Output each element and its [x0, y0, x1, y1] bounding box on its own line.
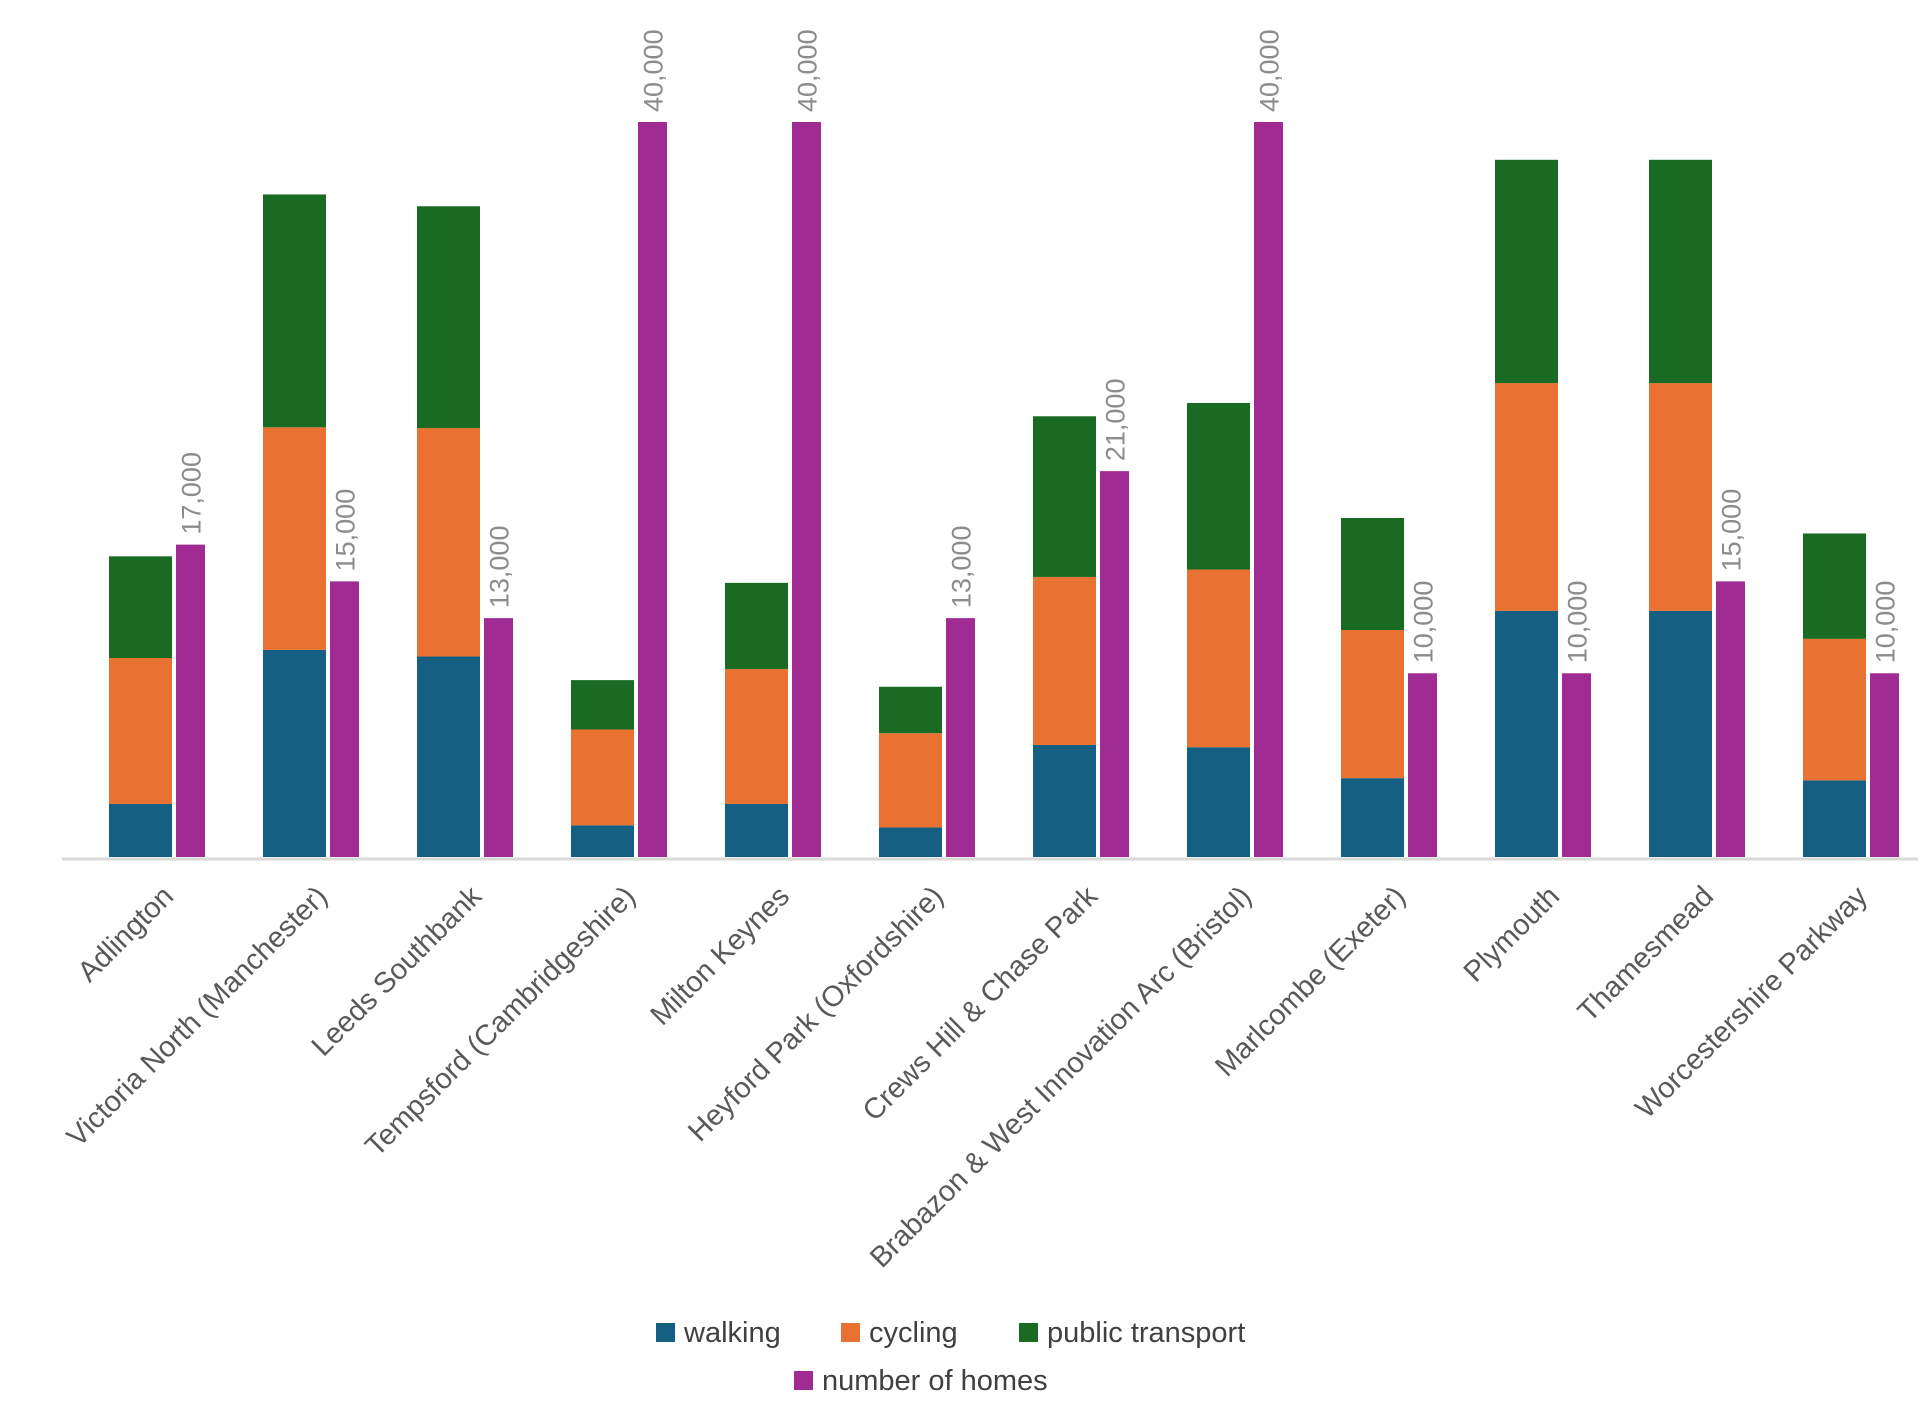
bar-walking-adlington: [109, 803, 172, 857]
bar-number-of-homes-leeds-southbank: [484, 618, 513, 857]
bar-number-of-homes-brabazon-west-innovation-arc-bristol: [1254, 122, 1283, 857]
bar-walking-plymouth: [1495, 610, 1558, 857]
bar-walking-tempsford-cambridgeshire: [571, 825, 634, 857]
legend-swatch-number-of-homes: [794, 1371, 813, 1390]
data-label-homes-brabazon-west-innovation-arc-bristol: 40,000: [1255, 29, 1285, 112]
legend-swatch-cycling: [841, 1323, 860, 1342]
legend-item-cycling: cycling: [841, 1317, 958, 1349]
bar-public-transport-thamesmead: [1649, 159, 1712, 384]
legend-swatch-public-transport: [1019, 1323, 1038, 1342]
legend-label-number-of-homes: number of homes: [822, 1365, 1048, 1397]
legend-item-walking: walking: [656, 1317, 781, 1349]
bar-cycling-marlcombe-exeter: [1341, 630, 1404, 779]
bar-number-of-homes-heyford-park-oxfordshire: [946, 618, 975, 857]
bar-walking-victoria-north-manchester: [263, 649, 326, 857]
data-label-homes-marlcombe-exeter: 10,000: [1409, 581, 1439, 664]
bar-walking-thamesmead: [1649, 610, 1712, 857]
data-label-homes-leeds-southbank: 13,000: [485, 526, 515, 609]
bar-public-transport-milton-keynes: [725, 582, 788, 670]
legend-item-public-transport: public transport: [1019, 1317, 1245, 1349]
bar-public-transport-plymouth: [1495, 159, 1558, 384]
bar-cycling-plymouth: [1495, 383, 1558, 611]
bar-public-transport-crews-hill-chase-park: [1033, 416, 1096, 577]
bar-cycling-milton-keynes: [725, 669, 788, 804]
bar-walking-crews-hill-chase-park: [1033, 744, 1096, 857]
data-label-homes-thamesmead: 15,000: [1717, 489, 1747, 572]
data-label-homes-adlington: 17,000: [177, 452, 207, 535]
x-tick-label-heyford-park-oxfordshire: Heyford Park (Oxfordshire): [682, 880, 950, 1148]
data-label-homes-tempsford-cambridgeshire: 40,000: [639, 29, 669, 112]
data-label-homes-worcestershire-parkway: 10,000: [1871, 581, 1901, 664]
bar-cycling-crews-hill-chase-park: [1033, 576, 1096, 745]
bar-walking-milton-keynes: [725, 803, 788, 857]
data-label-homes-heyford-park-oxfordshire: 13,000: [947, 526, 977, 609]
bar-walking-worcestershire-parkway: [1803, 780, 1866, 857]
x-tick-label-thamesmead: Thamesmead: [1572, 880, 1720, 1028]
bar-public-transport-brabazon-west-innovation-arc-bristol: [1187, 403, 1250, 570]
bar-number-of-homes-victoria-north-manchester: [330, 581, 359, 857]
bar-cycling-worcestershire-parkway: [1803, 638, 1866, 781]
bar-number-of-homes-thamesmead: [1716, 581, 1745, 857]
bar-public-transport-tempsford-cambridgeshire: [571, 680, 634, 730]
bar-public-transport-leeds-southbank: [417, 206, 480, 429]
data-label-homes-plymouth: 10,000: [1563, 581, 1593, 664]
bar-walking-brabazon-west-innovation-arc-bristol: [1187, 747, 1250, 857]
bar-public-transport-worcestershire-parkway: [1803, 533, 1866, 639]
data-label-homes-milton-keynes: 40,000: [793, 29, 823, 112]
plot-area: 17,000 15,000 13,000 40,000 40,000 13,000 21,0…: [62, 29, 1918, 861]
x-tick-label-milton-keynes: Milton Keynes: [645, 880, 796, 1031]
bar-number-of-homes-tempsford-cambridgeshire: [638, 122, 667, 857]
bar-cycling-brabazon-west-innovation-arc-bristol: [1187, 569, 1250, 748]
legend: walking cycling public transport number of …: [656, 1317, 1245, 1397]
bar-public-transport-victoria-north-manchester: [263, 194, 326, 428]
bar-cycling-victoria-north-manchester: [263, 427, 326, 650]
bar-walking-marlcombe-exeter: [1341, 778, 1404, 857]
bar-public-transport-adlington: [109, 556, 172, 659]
data-label-homes-crews-hill-chase-park: 21,000: [1101, 379, 1131, 462]
bar-public-transport-marlcombe-exeter: [1341, 517, 1404, 631]
bar-number-of-homes-crews-hill-chase-park: [1100, 471, 1129, 857]
x-tick-label-plymouth: Plymouth: [1458, 880, 1566, 988]
x-tick-label-victoria-north-manchester: Victoria North (Manchester): [61, 880, 334, 1153]
bar-cycling-adlington: [109, 658, 172, 804]
bar-number-of-homes-worcestershire-parkway: [1870, 673, 1899, 857]
bar-number-of-homes-adlington: [176, 544, 205, 857]
legend-label-public-transport: public transport: [1047, 1317, 1245, 1349]
x-tick-label-adlington: Adlington: [72, 880, 180, 988]
legend-label-cycling: cycling: [869, 1317, 958, 1349]
bar-walking-heyford-park-oxfordshire: [879, 827, 942, 857]
x-tick-label-leeds-southbank: Leeds Southbank: [306, 880, 489, 1063]
bar-number-of-homes-milton-keynes: [792, 122, 821, 857]
legend-item-number-of-homes: number of homes: [794, 1365, 1048, 1397]
x-tick-label-tempsford-cambridgeshire: Tempsford (Cambridgeshire): [359, 880, 641, 1162]
bar-cycling-tempsford-cambridgeshire: [571, 729, 634, 826]
data-label-homes-victoria-north-manchester: 15,000: [331, 489, 361, 572]
bar-cycling-thamesmead: [1649, 383, 1712, 611]
bar-walking-leeds-southbank: [417, 656, 480, 857]
legend-label-walking: walking: [683, 1317, 781, 1349]
bar-public-transport-heyford-park-oxfordshire: [879, 686, 942, 734]
bar-cycling-heyford-park-oxfordshire: [879, 733, 942, 828]
bar-number-of-homes-marlcombe-exeter: [1408, 673, 1437, 857]
bar-cycling-leeds-southbank: [417, 428, 480, 657]
legend-swatch-walking: [656, 1323, 675, 1342]
bar-number-of-homes-plymouth: [1562, 673, 1591, 857]
